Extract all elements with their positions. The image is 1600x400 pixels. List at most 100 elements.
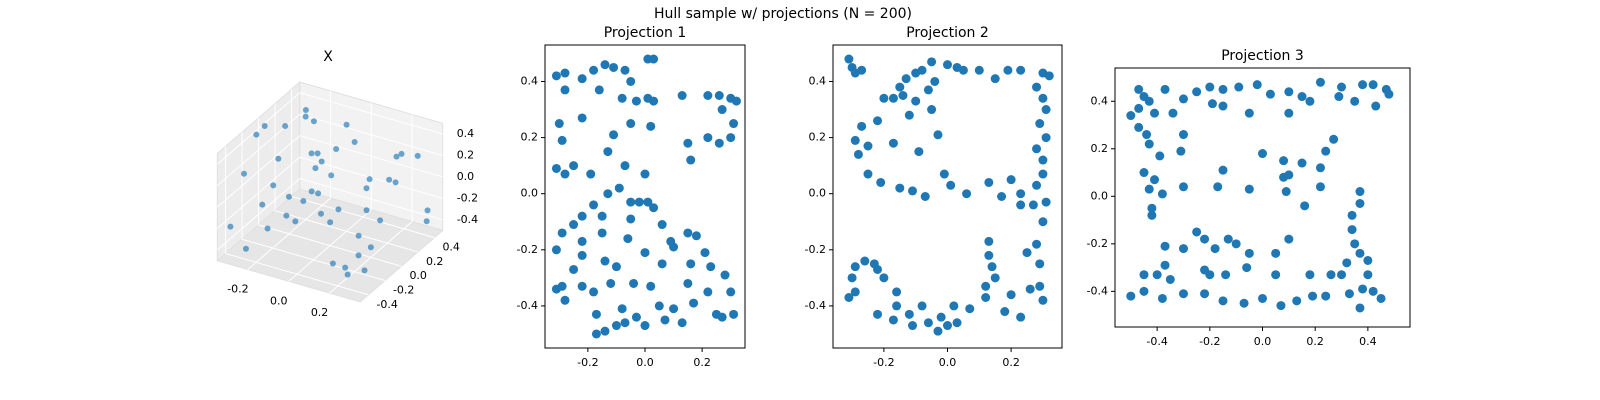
point bbox=[398, 150, 405, 157]
point bbox=[589, 65, 599, 75]
subplot-title: X bbox=[323, 49, 333, 65]
point bbox=[726, 287, 736, 297]
point bbox=[629, 278, 639, 288]
point bbox=[683, 278, 693, 288]
point bbox=[904, 110, 914, 120]
point bbox=[355, 252, 362, 259]
point bbox=[1265, 89, 1275, 99]
point bbox=[1350, 239, 1360, 249]
point bbox=[1321, 146, 1331, 156]
subplot-title: Projection 2 bbox=[906, 25, 989, 41]
point bbox=[1178, 244, 1188, 254]
point bbox=[873, 309, 883, 319]
point bbox=[1334, 92, 1344, 102]
point bbox=[1244, 248, 1254, 258]
point bbox=[314, 150, 321, 157]
point bbox=[933, 326, 943, 336]
point bbox=[1144, 184, 1154, 194]
point bbox=[689, 298, 699, 308]
point bbox=[677, 318, 687, 328]
point bbox=[683, 138, 693, 148]
point bbox=[603, 189, 613, 199]
y-tick-label: -0.4 bbox=[376, 298, 397, 311]
point bbox=[873, 116, 883, 126]
point bbox=[300, 197, 307, 204]
point bbox=[863, 169, 873, 179]
point bbox=[1134, 122, 1144, 132]
point bbox=[1165, 274, 1175, 284]
point bbox=[669, 304, 679, 314]
point bbox=[981, 281, 991, 291]
point bbox=[1006, 290, 1016, 300]
point bbox=[611, 321, 621, 331]
point bbox=[1347, 210, 1357, 220]
point bbox=[1344, 289, 1354, 299]
point bbox=[1178, 289, 1188, 299]
point bbox=[1376, 293, 1386, 303]
y-tick-label: 0.4 bbox=[1091, 94, 1109, 107]
point bbox=[1218, 296, 1228, 306]
point bbox=[240, 170, 247, 177]
point bbox=[1234, 82, 1244, 92]
point bbox=[577, 113, 587, 123]
point bbox=[560, 169, 570, 179]
point bbox=[1192, 87, 1202, 97]
point bbox=[577, 74, 587, 84]
point bbox=[984, 236, 994, 246]
point bbox=[984, 250, 994, 260]
point bbox=[686, 259, 696, 269]
point bbox=[1160, 241, 1170, 251]
point bbox=[275, 155, 282, 162]
point bbox=[703, 133, 713, 143]
point bbox=[1342, 258, 1352, 268]
point bbox=[1368, 286, 1378, 296]
point bbox=[569, 220, 579, 230]
point bbox=[577, 236, 587, 246]
z-tick-label: 0.4 bbox=[457, 127, 475, 140]
point bbox=[857, 121, 867, 131]
point bbox=[1139, 286, 1149, 296]
point bbox=[1044, 71, 1054, 81]
point bbox=[649, 96, 659, 106]
point bbox=[729, 119, 739, 129]
point bbox=[879, 273, 889, 283]
point bbox=[393, 153, 400, 160]
point bbox=[343, 121, 350, 128]
point bbox=[1160, 84, 1170, 94]
point bbox=[315, 190, 322, 197]
point bbox=[626, 197, 636, 207]
point bbox=[691, 231, 701, 241]
point bbox=[930, 76, 940, 86]
point bbox=[285, 193, 292, 200]
point bbox=[853, 149, 863, 159]
point bbox=[626, 214, 636, 224]
y-tick-label: -0.4 bbox=[805, 299, 826, 312]
axes-frame bbox=[832, 44, 1063, 349]
point bbox=[1337, 270, 1347, 280]
point bbox=[920, 192, 930, 201]
point bbox=[917, 301, 927, 311]
point bbox=[626, 119, 636, 129]
point bbox=[1150, 108, 1160, 118]
z-tick-label: 0.2 bbox=[457, 148, 475, 161]
point bbox=[560, 295, 570, 305]
point bbox=[1142, 130, 1152, 140]
point bbox=[1300, 201, 1310, 211]
subplot-title: Projection 1 bbox=[604, 25, 687, 41]
point bbox=[1297, 158, 1307, 168]
point bbox=[640, 248, 650, 258]
point bbox=[669, 242, 679, 252]
point bbox=[227, 223, 234, 230]
point bbox=[1329, 134, 1339, 144]
point bbox=[312, 165, 319, 172]
point bbox=[1244, 184, 1254, 194]
point bbox=[577, 211, 587, 221]
point bbox=[939, 169, 949, 179]
point bbox=[908, 321, 918, 331]
point bbox=[333, 145, 340, 152]
point bbox=[1016, 189, 1026, 199]
point bbox=[1000, 307, 1010, 317]
point bbox=[1363, 270, 1373, 280]
y-tick-label: -0.2 bbox=[805, 243, 826, 256]
point bbox=[965, 304, 975, 314]
